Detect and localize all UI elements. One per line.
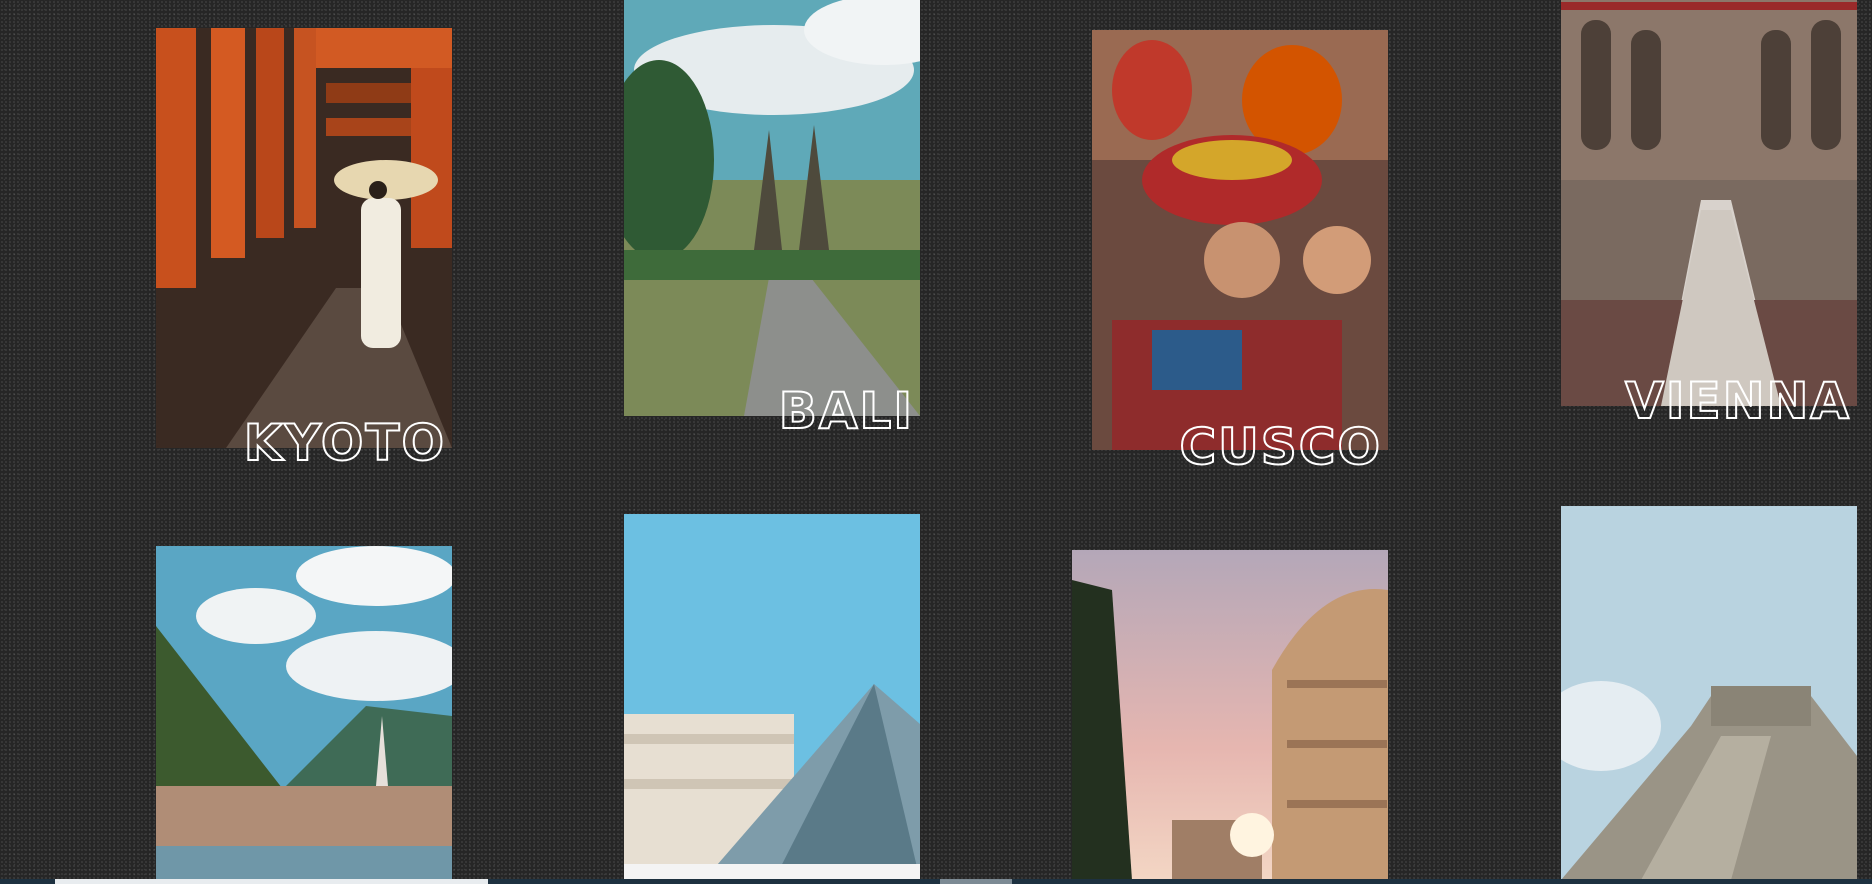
- glass-pyramid-photo: [624, 514, 920, 880]
- city-label-cusco: CUSCO: [1178, 418, 1382, 476]
- vienna-photo: [1561, 0, 1857, 406]
- bali-photo: [624, 0, 920, 416]
- city-label-bali: BALI: [778, 382, 914, 440]
- stepped-pyramid-photo: [1561, 506, 1857, 880]
- destination-card-kyoto[interactable]: KYOTO: [156, 28, 452, 469]
- destination-card-alpine-village[interactable]: [156, 546, 452, 880]
- horizontal-scrollbar[interactable]: [0, 879, 1872, 884]
- destination-card-colosseum[interactable]: [1072, 550, 1388, 880]
- destination-card-cusco[interactable]: CUSCO: [1092, 30, 1388, 473]
- scrollbar-highlight: [55, 879, 488, 884]
- kyoto-photo: [156, 28, 452, 448]
- city-label-kyoto: KYOTO: [243, 414, 446, 472]
- cusco-photo: [1092, 30, 1388, 450]
- colosseum-photo: [1072, 550, 1388, 880]
- destination-card-vienna[interactable]: VIENNA: [1561, 0, 1857, 427]
- alpine-village-photo: [156, 546, 452, 880]
- destination-card-glass-pyramid[interactable]: [624, 514, 920, 880]
- destination-card-stepped-pyramid[interactable]: [1561, 506, 1857, 880]
- destination-card-bali[interactable]: BALI: [624, 0, 920, 437]
- city-label-vienna: VIENNA: [1624, 372, 1851, 430]
- scrollbar-thumb[interactable]: [940, 879, 1012, 884]
